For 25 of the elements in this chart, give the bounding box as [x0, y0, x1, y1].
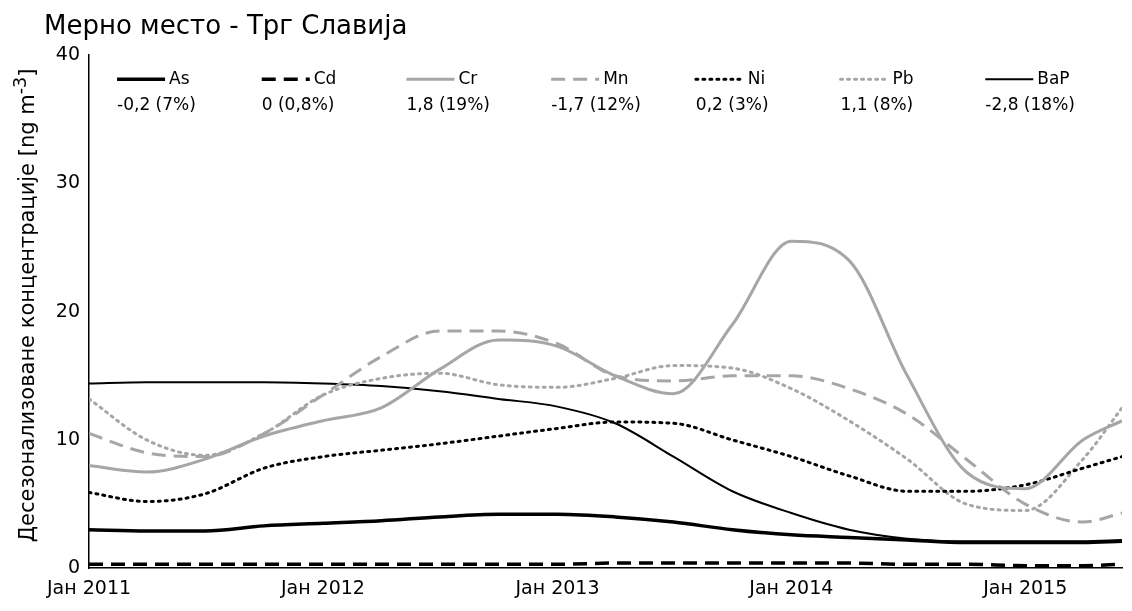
y-tick-label: 40	[55, 42, 81, 65]
y-tick-label: 20	[55, 298, 81, 321]
legend-label: Cr	[458, 67, 478, 88]
legend-label: Ni	[747, 67, 766, 88]
x-tick-label: Јан 2015	[982, 575, 1068, 598]
y-tick-label: 30	[55, 170, 81, 193]
annotation: 1,1 (8%)	[840, 93, 914, 114]
legend-label: BaP	[1037, 67, 1070, 88]
annotation: 0,2 (3%)	[695, 93, 769, 114]
annotation: -0,2 (7%)	[117, 93, 196, 114]
x-tick-label: Јан 2013	[514, 575, 600, 598]
legend-label: As	[169, 67, 190, 88]
legend-label: Cd	[313, 67, 337, 88]
annotation: -2,8 (18%)	[985, 93, 1075, 114]
annotation: 1,8 (19%)	[406, 93, 490, 114]
annotation: -1,7 (12%)	[551, 93, 641, 114]
legend-label: Mn	[603, 67, 629, 88]
x-tick-label: Јан 2011	[46, 575, 132, 598]
y-tick-label: 0	[67, 555, 81, 578]
annotation: 0 (0,8%)	[261, 93, 335, 114]
chart-title: Мерно место - Трг Славија	[44, 10, 408, 41]
legend-label: Pb	[892, 67, 914, 88]
x-tick-label: Јан 2014	[748, 575, 834, 598]
y-tick-label: 10	[55, 426, 81, 449]
x-tick-label: Јан 2012	[279, 575, 365, 598]
